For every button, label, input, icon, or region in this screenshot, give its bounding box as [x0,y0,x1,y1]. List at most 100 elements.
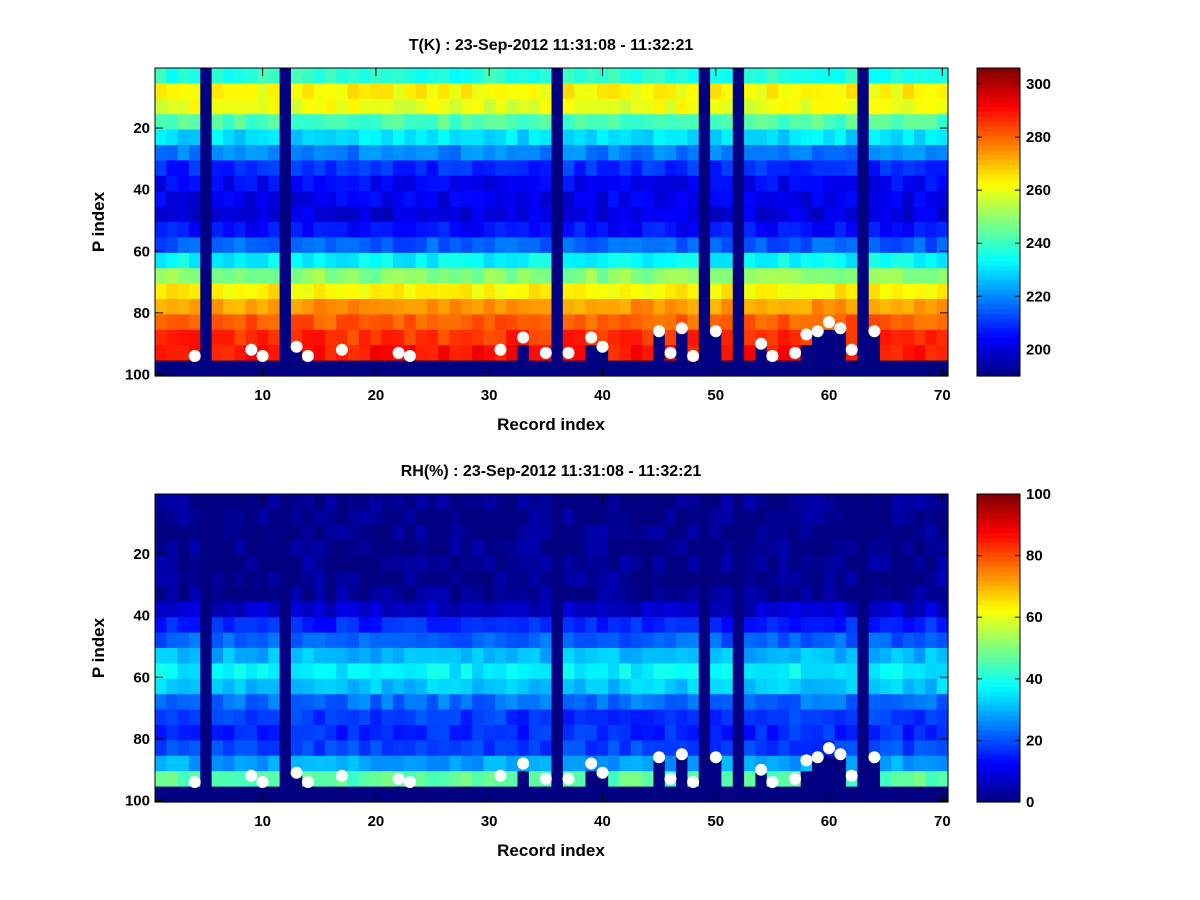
heatmap-cell [222,68,235,84]
heatmap-cell [381,129,394,146]
heatmap-cell [222,314,235,331]
heatmap-cell [302,206,315,223]
heatmap-cell [868,129,881,146]
heatmap-cell [857,160,870,177]
heatmap-cell [744,678,757,695]
heatmap-cell [710,524,723,541]
heatmap-cell [925,678,938,695]
surface-marker [811,325,824,338]
colorbar-swatch [977,169,1020,175]
heatmap-cell [857,299,870,315]
heatmap-cell [551,222,564,238]
heatmap-cell [551,617,564,634]
heatmap-cell [506,709,519,726]
heatmap-cell [619,252,632,269]
colorbar-swatch [977,710,1020,716]
heatmap-cell [880,206,892,223]
heatmap-cell [200,771,213,788]
heatmap-cell [664,586,677,603]
heatmap-cell [585,494,598,510]
heatmap-cell [585,360,598,377]
heatmap-cell [438,771,451,788]
colorbar-swatch [977,556,1020,562]
heatmap-cell [710,252,723,269]
heatmap-cell [834,586,847,603]
heatmap-cell [540,129,553,146]
heatmap-cell [449,237,462,254]
heatmap-cell [857,68,870,84]
heatmap-cell [562,648,575,664]
heatmap-cell [562,360,575,377]
heatmap-cell [438,509,451,526]
heatmap-cell [188,494,201,510]
heatmap-cell [506,345,519,362]
heatmap-cell [438,222,451,238]
heatmap-cell [868,617,881,634]
heatmap-cell [585,678,598,695]
heatmap-cell [415,678,428,695]
colorbar-swatch [977,183,1020,189]
heatmap-cell [370,509,383,526]
heatmap-cell [902,694,915,711]
heatmap-cell [324,175,337,192]
heatmap-cell [449,709,462,726]
heatmap-cell [676,725,689,741]
heatmap-cell [234,83,247,100]
heatmap-cell [392,222,405,238]
heatmap-cell [574,237,587,254]
heatmap-cell [472,345,485,362]
heatmap-cell [392,252,405,269]
heatmap-cell [880,129,892,146]
heatmap-cell [596,586,609,603]
heatmap-cell [494,175,507,192]
heatmap-cell [528,314,541,331]
heatmap-cell [891,709,904,726]
heatmap-cell [925,329,938,346]
heatmap-cell [426,206,439,223]
heatmap-cell [823,678,836,695]
heatmap-cell [698,571,711,587]
heatmap-cell [823,299,836,315]
heatmap-cell [574,360,587,377]
colorbar-swatch [977,270,1020,276]
heatmap-cell [540,175,553,192]
heatmap-cell [585,601,598,618]
heatmap-cell [789,68,802,84]
heatmap-cell [358,740,371,757]
heatmap-cell [200,632,213,649]
heatmap-cell [744,725,757,741]
heatmap-cell [302,586,315,603]
heatmap-cell [517,632,530,649]
heatmap-cell [540,540,553,557]
heatmap-cell [880,632,892,649]
heatmap-cell [755,160,768,177]
heatmap-cell [834,160,847,177]
heatmap-cell [290,601,303,618]
heatmap-cell [698,786,711,803]
heatmap-cell [687,206,700,223]
heatmap-cell [744,709,757,726]
heatmap-cell [812,283,824,300]
heatmap-cell [200,786,213,803]
heatmap-cell [177,586,190,603]
heatmap-cell [891,129,904,146]
heatmap-cell [925,206,938,223]
heatmap-cell [823,345,836,362]
heatmap-cell [302,129,315,146]
heatmap-cell [449,314,462,331]
heatmap-cell [585,175,598,192]
heatmap-cell [914,709,926,726]
heatmap-cell [585,771,598,788]
heatmap-cell [766,268,779,285]
surface-marker [245,769,258,782]
heatmap-cell [630,268,643,285]
heatmap-cell [630,83,643,100]
heatmap-cell [687,129,700,146]
heatmap-cell [766,555,779,572]
heatmap-cell [324,755,337,772]
heatmap-cell [155,191,167,208]
heatmap-cell [211,160,224,177]
heatmap-cell [336,98,349,115]
colorbar-swatch [977,173,1020,180]
heatmap-cell [540,83,553,100]
